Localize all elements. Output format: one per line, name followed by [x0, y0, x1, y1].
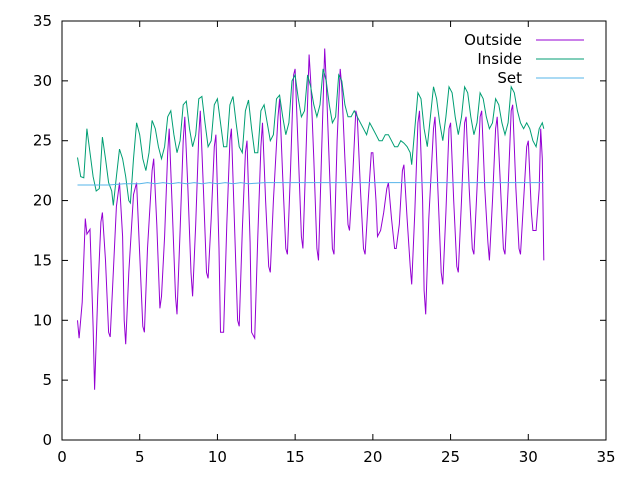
- y-tick-label: 30: [33, 72, 52, 90]
- x-tick-label: 0: [57, 448, 67, 466]
- x-tick-label: 25: [441, 448, 460, 466]
- series-line-outside: [77, 48, 545, 390]
- series-group: [77, 48, 545, 390]
- y-tick-label: 10: [33, 311, 52, 329]
- x-tick-label: 15: [286, 448, 305, 466]
- series-line-set: [77, 182, 544, 186]
- x-tick-label: 10: [208, 448, 227, 466]
- x-tick-label: 30: [519, 448, 538, 466]
- plot-border: [61, 20, 607, 441]
- x-tick-label: 20: [363, 448, 382, 466]
- legend-label-outside: Outside: [464, 31, 522, 49]
- x-tick-label: 35: [596, 448, 615, 466]
- legend-label-inside: Inside: [477, 50, 522, 68]
- legend-label-set: Set: [497, 69, 522, 87]
- y-tick-label: 15: [33, 251, 52, 269]
- y-tick-label: 5: [42, 371, 52, 389]
- y-tick-label: 0: [42, 431, 52, 449]
- y-tick-label: 20: [33, 192, 52, 210]
- y-tick-label: 25: [33, 132, 52, 150]
- y-tick-label: 35: [33, 12, 52, 30]
- series-line-inside: [77, 68, 545, 206]
- axis-ticks: 0 5 10 15 20 25 30 35 0 5 10 15 20 25 30 35: [33, 12, 616, 466]
- x-tick-label: 5: [135, 448, 145, 466]
